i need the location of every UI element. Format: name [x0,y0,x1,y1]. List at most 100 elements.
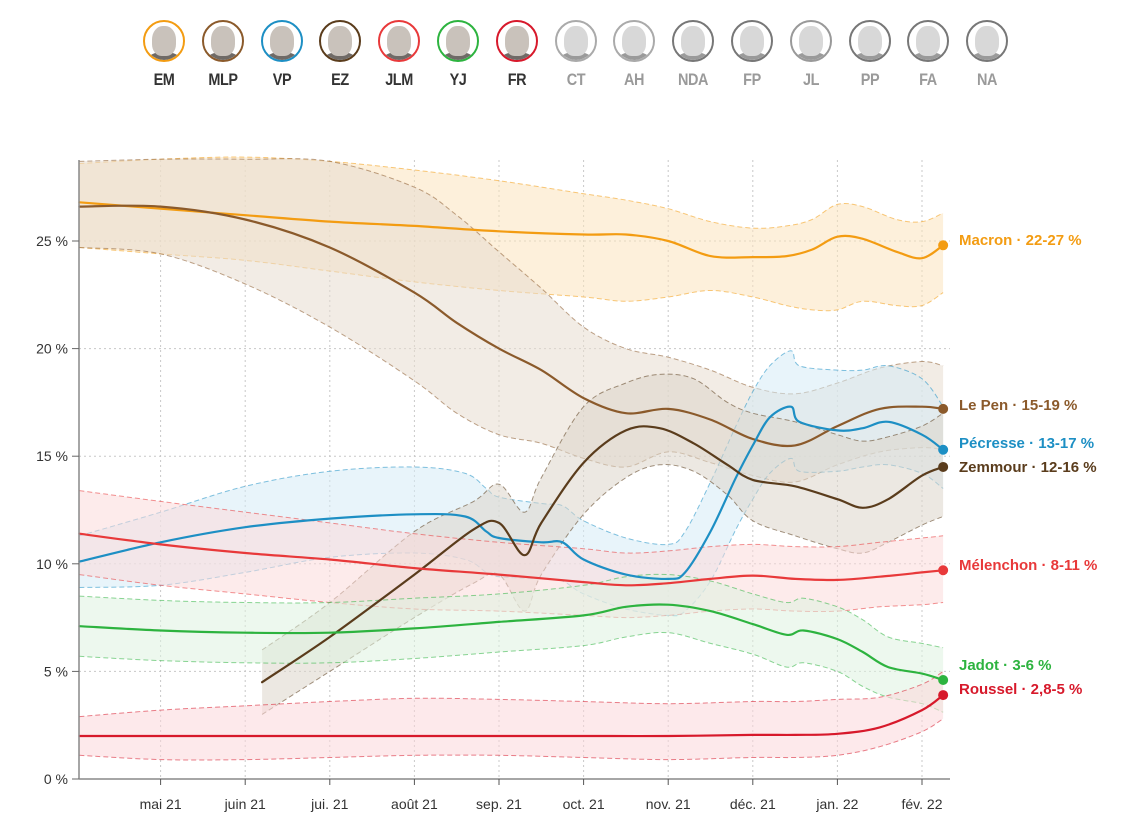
avatar-face [504,26,529,56]
candidate-nda[interactable]: NDA [663,20,723,90]
avatar-face [563,26,588,56]
avatar [437,20,479,62]
x-tick-label: juin 21 [224,796,266,812]
avatar-shoulders [559,52,592,60]
candidate-ct[interactable]: CT [546,20,606,90]
candidate-label: EZ [331,70,350,89]
candidate-label: VP [272,70,291,89]
avatar-face [210,26,235,56]
endpoint-zemmour [938,461,949,472]
avatar-shoulders [442,52,474,60]
band-le pen [79,158,944,483]
line-roussel [78,694,945,738]
series-endpoints: Macron · 22-27 % Le Pen · 15-19 % Pécresse… [938,232,1097,701]
avatar-face [446,26,470,56]
line-macron [78,201,945,260]
band-upper-roussel [79,670,944,718]
avatar [143,20,185,62]
avatar-face [622,26,647,56]
y-tick-label: 5 % [44,663,68,679]
candidate-selector: EM MLP VP EZ JLM YJ FR CT AH NDA FP JL PP FA NA [0,20,1127,100]
avatar-face [328,26,353,56]
band-upper-jadot [79,573,944,649]
series-label-pécresse: Pécresse · 13-17 % [959,435,1094,452]
line-mélenchon [78,532,945,587]
series-label-macron: Macron · 22-27 % [959,232,1082,249]
candidate-yj[interactable]: YJ [428,20,488,90]
avatar [554,20,597,62]
avatar-face [975,26,1000,56]
avatar-shoulders [500,52,533,60]
avatar [260,20,303,62]
avatar [378,20,421,62]
y-tick-label: 25 % [36,233,68,249]
avatar-face [798,26,823,56]
avatar [966,20,1009,62]
candidate-label: MLP [208,70,238,89]
avatar-face [681,26,706,56]
x-tick-label: sep. 21 [476,796,522,812]
avatar-shoulders [383,52,416,60]
x-tick-label: jan. 22 [815,796,858,812]
x-tick-label: mai 21 [140,796,182,812]
avatar-shoulders [912,52,945,60]
candidate-fr[interactable]: FR [487,20,547,90]
series-label-jadot: Jadot · 3-6 % [959,657,1052,674]
candidate-jlm[interactable]: JLM [369,20,429,90]
candidate-em[interactable]: EM [134,20,194,90]
avatar [848,20,891,62]
avatar [319,20,362,62]
confidence-bands [79,156,944,761]
endpoint-le pen [938,403,949,414]
avatar-shoulders [853,52,886,60]
avatar [789,20,832,62]
series-label-roussel: Roussel · 2,8-5 % [959,681,1082,698]
avatar [495,20,538,62]
series-label-zemmour: Zemmour · 12-16 % [959,459,1097,476]
band-upper-mélenchon [79,490,944,554]
x-tick-label: oct. 21 [563,796,605,812]
candidate-jl[interactable]: JL [781,20,841,90]
candidate-label: EM [153,70,175,89]
candidate-label: FP [743,70,761,89]
candidate-ah[interactable]: AH [604,20,664,90]
candidate-label: FR [507,70,527,89]
avatar-shoulders [265,52,298,60]
avatar-face [740,26,764,56]
band-jadot [79,574,944,713]
avatar [731,20,773,62]
avatar-shoulders [618,52,651,60]
candidate-label: FA [919,70,938,89]
candidate-label: PP [860,70,879,89]
x-tick-label: déc. 21 [730,796,776,812]
endpoint-macron [938,240,949,251]
series-label-le pen: Le Pen · 15-19 % [959,397,1077,414]
band-upper-zemmour [261,373,944,651]
endpoint-pécresse [938,444,949,455]
axes: 0 % 5 % 10 % 15 % 20 % 25 % mai 21 juin 21 jui. … [36,160,950,812]
avatar-face [916,26,941,56]
y-tick-label: 10 % [36,556,68,572]
x-tick-label: fév. 22 [902,796,943,812]
candidate-label: CT [566,70,585,89]
candidate-label: AH [624,70,645,89]
avatar [201,20,244,62]
candidate-vp[interactable]: VP [252,20,312,90]
line-le pen [78,204,945,448]
candidate-fa[interactable]: FA [898,20,958,90]
y-tick-label: 15 % [36,448,68,464]
candidate-label: JLM [385,70,413,89]
candidate-pp[interactable]: PP [840,20,900,90]
avatar-shoulders [794,52,827,60]
line-pécresse [78,405,945,581]
candidate-na[interactable]: NA [957,20,1017,90]
candidate-mlp[interactable]: MLP [193,20,253,90]
candidate-label: JL [802,70,819,89]
y-tick-label: 0 % [44,771,68,787]
candidate-fp[interactable]: FP [722,20,782,90]
avatar-shoulders [324,52,357,60]
avatar-face [857,26,882,56]
candidate-ez[interactable]: EZ [310,20,370,90]
band-upper-pécresse [79,350,944,546]
